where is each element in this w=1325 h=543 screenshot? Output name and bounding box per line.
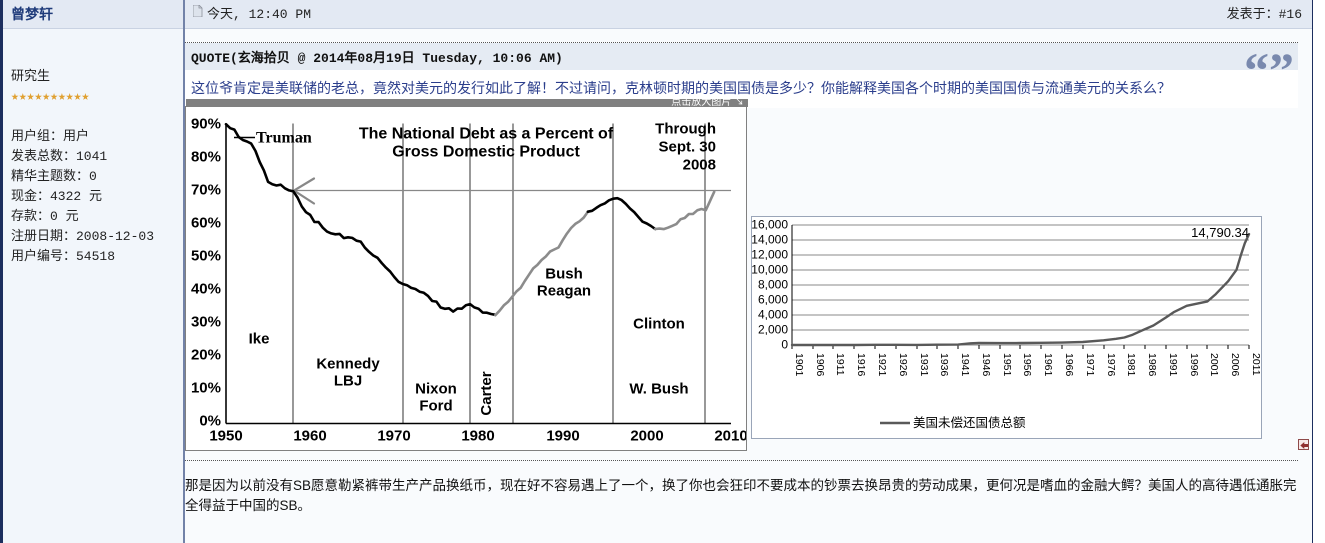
svg-text:2,000: 2,000 [758,323,788,337]
svg-text:70%: 70% [191,182,221,199]
svg-text:12,000: 12,000 [752,248,788,262]
svg-text:14,790.34: 14,790.34 [1191,225,1249,240]
svg-text:LBJ: LBJ [334,373,362,390]
svg-text:30%: 30% [191,314,221,331]
svg-text:40%: 40% [191,281,221,298]
svg-text:The National Debt as a Percent: The National Debt as a Percent of [359,126,614,143]
svg-text:1941: 1941 [959,353,971,377]
svg-text:1921: 1921 [876,353,888,377]
svg-text:1990: 1990 [546,428,579,445]
svg-text:Reagan: Reagan [537,283,591,300]
svg-text:16,000: 16,000 [752,218,788,232]
svg-text:2006: 2006 [1229,353,1241,377]
svg-text:1980: 1980 [461,428,494,445]
svg-text:1916: 1916 [855,353,867,377]
svg-text:4,000: 4,000 [758,308,788,322]
svg-text:Nixon: Nixon [415,381,457,398]
svg-text:1960: 1960 [293,428,326,445]
svg-text:1906: 1906 [814,353,826,377]
svg-text:90%: 90% [191,116,221,133]
svg-text:1961: 1961 [1042,353,1054,377]
svg-text:Carter: Carter [478,371,495,415]
svg-text:Kennedy: Kennedy [316,356,380,373]
svg-text:2008: 2008 [683,157,716,174]
svg-text:Ike: Ike [249,331,270,348]
svg-text:.: . [586,126,589,137]
svg-text:10,000: 10,000 [752,263,788,277]
svg-text:1956: 1956 [1021,353,1033,377]
svg-text:1901: 1901 [793,353,805,377]
svg-text:20%: 20% [191,347,221,364]
svg-text:.: . [301,131,304,142]
svg-text:1946: 1946 [980,353,992,377]
svg-text:2001: 2001 [1208,353,1220,377]
svg-text:1966: 1966 [1063,353,1075,377]
svg-text:50%: 50% [191,248,221,265]
svg-text:1991: 1991 [1167,353,1179,377]
svg-text:10%: 10% [191,380,221,397]
svg-text:Through: Through [655,121,716,138]
svg-text:1996: 1996 [1188,353,1200,377]
svg-text:W. Bush: W. Bush [629,381,688,398]
svg-text:1971: 1971 [1084,353,1096,377]
svg-text:1951: 1951 [1001,353,1013,377]
svg-text:2010: 2010 [714,428,746,445]
svg-text:美国未偿还国债总额: 美国未偿还国债总额 [913,415,1026,430]
svg-text:8,000: 8,000 [758,278,788,292]
svg-text:1981: 1981 [1125,353,1137,377]
svg-text:1931: 1931 [918,353,930,377]
svg-text:Gross Domestic Product: Gross Domestic Product [392,144,580,161]
svg-text:2011: 2011 [1250,353,1262,376]
svg-text:1970: 1970 [377,428,410,445]
svg-text:Ford: Ford [419,398,452,415]
svg-text:1926: 1926 [897,353,909,377]
svg-text:1936: 1936 [938,353,950,377]
svg-text:60%: 60% [191,215,221,232]
svg-text:1976: 1976 [1105,353,1117,377]
svg-text:80%: 80% [191,149,221,166]
svg-text:1986: 1986 [1146,353,1158,377]
svg-text:14,000: 14,000 [752,233,788,247]
svg-text:Sept. 30: Sept. 30 [658,139,716,156]
svg-text:Clinton: Clinton [633,316,685,333]
svg-text:Bush: Bush [545,266,583,283]
svg-text:2000: 2000 [630,428,663,445]
svg-text:0: 0 [781,338,788,352]
svg-text:6,000: 6,000 [758,293,788,307]
svg-text:1950: 1950 [209,428,242,445]
svg-text:1911: 1911 [834,353,846,376]
